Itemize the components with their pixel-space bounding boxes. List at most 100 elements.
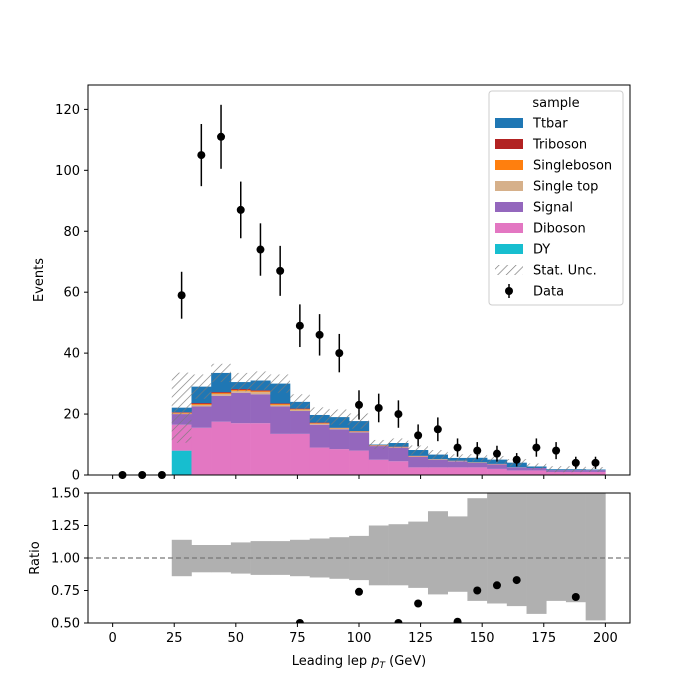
ratio-uncertainty-band: [171, 493, 606, 621]
ratio-point: [394, 619, 403, 623]
ratio-y-tick-label: 0.50: [51, 617, 80, 632]
bar: [290, 433, 311, 475]
stat-unc-bin: [546, 466, 566, 473]
ratio-y-tick-label: 0.75: [51, 584, 80, 599]
ratio-band-bin: [506, 493, 527, 607]
data-point: [315, 330, 324, 339]
legend-entry: Data: [505, 284, 564, 300]
bar: [329, 429, 350, 450]
bar: [270, 403, 291, 405]
legend-label: Singleboson: [533, 159, 612, 174]
y-tick-label: 40: [63, 347, 80, 362]
bar: [250, 392, 271, 395]
data-point: [335, 349, 344, 358]
stat-unc-bin: [270, 374, 291, 393]
ratio-band-bin: [467, 498, 488, 601]
legend-entry: Single top: [495, 180, 598, 195]
stat-unc-bin: [565, 466, 586, 473]
bar: [368, 446, 389, 460]
stat-unc-bin: [427, 450, 448, 460]
stat-unc-bin: [211, 363, 231, 383]
legend-swatch: [505, 287, 513, 295]
legend-entry: DY: [495, 243, 550, 258]
data-point: [355, 400, 363, 409]
bar: [191, 404, 212, 407]
legend: sample Ttbar Triboson Singleboson Single top…: [488, 90, 624, 306]
stat-unc-bin: [388, 438, 409, 448]
bar: [506, 467, 527, 471]
bar: [171, 450, 192, 475]
legend-entry: Singleboson: [495, 159, 612, 174]
bar: [309, 424, 330, 448]
stat-unc-bin: [309, 407, 330, 423]
x-tick-label: 100: [347, 631, 372, 646]
ratio-point: [571, 593, 580, 601]
data-point: [177, 291, 186, 300]
bar: [309, 423, 330, 425]
legend-label: Triboson: [532, 138, 587, 153]
bar: [290, 411, 311, 434]
bar: [211, 421, 232, 475]
legend-entry: Ttbar: [495, 117, 568, 132]
bar: [447, 461, 468, 468]
ratio-band-bin: [487, 493, 508, 604]
bar: [506, 470, 527, 475]
bar: [309, 447, 330, 475]
bar: [230, 392, 251, 424]
bar: [565, 471, 586, 475]
ratio-band-bin: [211, 545, 232, 573]
bar: [270, 406, 291, 434]
ratio-y-axis-label: Ratio: [28, 541, 43, 574]
bar: [526, 470, 547, 475]
data-point: [433, 425, 442, 434]
x-tick-label: 200: [593, 631, 618, 646]
legend-label: Data: [533, 285, 564, 300]
bar: [349, 431, 370, 433]
bar: [250, 423, 271, 475]
bar: [309, 423, 330, 424]
bar: [290, 409, 311, 412]
data-point: [374, 403, 383, 412]
x-tick-label: 175: [531, 631, 556, 646]
ratio-point: [473, 586, 482, 595]
legend-label: Diboson: [533, 222, 586, 237]
y-tick-label: 20: [63, 408, 80, 423]
legend-entry: Triboson: [495, 138, 587, 153]
y-tick-label: 80: [63, 225, 80, 240]
bar: [211, 392, 232, 394]
legend-label: Ttbar: [532, 117, 568, 132]
stat-unc-bin: [526, 463, 547, 470]
ratio-band-bin: [546, 493, 567, 601]
x-tick-label: 0: [108, 631, 116, 646]
ratio-band-bin: [388, 524, 409, 586]
legend-entry: Stat. Unc.: [495, 264, 597, 279]
stat-unc-bin: [171, 372, 192, 443]
data-point: [552, 446, 561, 455]
x-axis-label: Leading lep pT (GeV): [292, 654, 426, 671]
ratio-band-bin: [408, 521, 429, 588]
bar: [329, 428, 350, 430]
stat-unc-bin: [349, 413, 369, 429]
legend-label: DY: [533, 243, 550, 258]
ratio-band-bin: [171, 539, 192, 577]
ratio-plot-area: 0.50 0.75 1.00 1.25 1.50 0 25 50 75 100 125 150 175 2…: [28, 487, 631, 671]
data-point: [591, 458, 600, 467]
ratio-y-tick-label: 1.25: [51, 519, 80, 534]
bar: [250, 390, 271, 392]
stat-unc-bin: [408, 445, 428, 455]
data-point: [453, 443, 462, 452]
ratio-band-bin: [191, 545, 212, 573]
stat-unc-bin: [230, 372, 251, 392]
legend-label: Stat. Unc.: [533, 264, 597, 279]
stat-unc-bin: [290, 394, 310, 410]
bar: [191, 406, 212, 428]
legend-swatch: [495, 181, 523, 191]
bar: [309, 422, 330, 424]
bar: [585, 471, 606, 475]
y-tick-label: 120: [55, 103, 80, 118]
ratio-band-bin: [526, 493, 547, 614]
bar: [211, 393, 232, 394]
bar: [408, 456, 429, 468]
ratio-band-bin: [349, 535, 370, 581]
